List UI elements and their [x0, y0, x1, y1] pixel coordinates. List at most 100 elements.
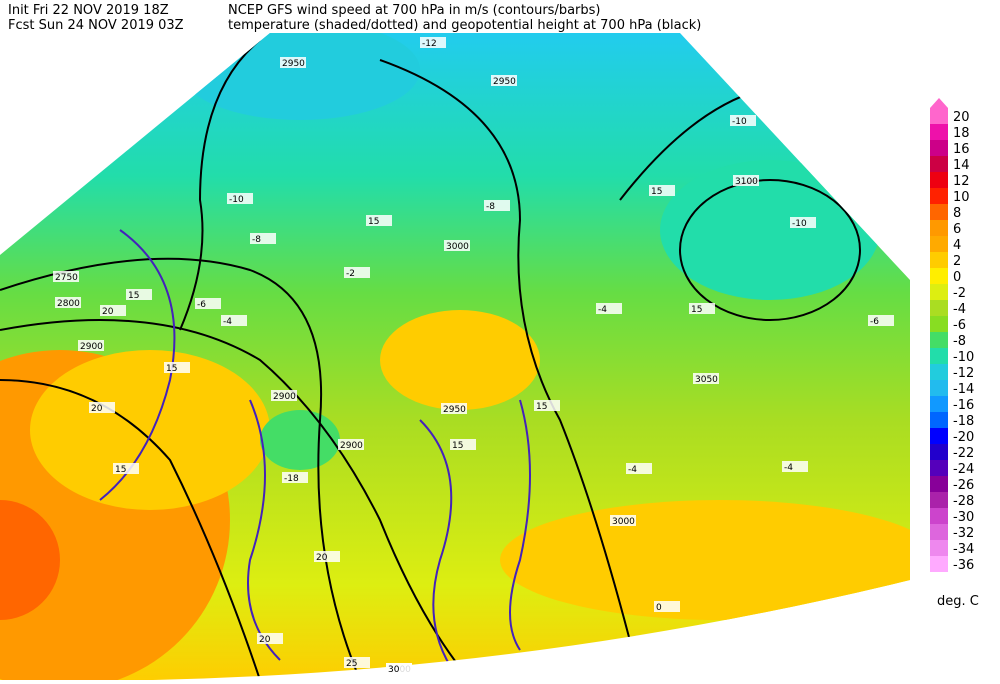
label-box	[626, 463, 652, 474]
label-box	[441, 403, 467, 414]
colorbar-label: 16	[953, 142, 970, 157]
label-box	[693, 373, 719, 384]
contour-label: 15	[536, 402, 547, 412]
contour-label: 20	[316, 553, 328, 563]
contour-label: 20	[91, 404, 103, 414]
contour-label: -10	[229, 195, 244, 205]
colorbar-swatch	[930, 508, 948, 524]
label-box	[221, 315, 247, 326]
colorbar: 20181614121086420-2-4-6-8-10-12-14-16-18…	[930, 108, 974, 573]
colorbar-label: 2	[953, 254, 961, 269]
label-box	[450, 439, 476, 450]
colorbar-swatch	[930, 124, 948, 140]
label-box	[733, 175, 759, 186]
colorbar-label: 6	[953, 222, 961, 237]
label-box	[386, 663, 412, 674]
colorbar-label: 18	[953, 126, 970, 141]
contour-label: 2950	[443, 405, 466, 415]
colorbar-label: -36	[953, 558, 974, 573]
contour-label: -12	[422, 39, 437, 49]
colorbar-label: -12	[953, 366, 974, 381]
label-box	[344, 267, 370, 278]
contour-label: 15	[368, 217, 379, 227]
label-box	[113, 463, 139, 474]
contour-label: -4	[223, 317, 232, 327]
colorbar-swatch	[930, 252, 948, 268]
contour-label: -2	[346, 269, 355, 279]
colorbar-swatch	[930, 556, 948, 572]
contour-label: -8	[252, 235, 261, 245]
label-box	[227, 193, 253, 204]
colorbar-label: 10	[953, 190, 970, 205]
colorbar-label: 8	[953, 206, 961, 221]
colorbar-label: -34	[953, 542, 974, 557]
label-box	[790, 217, 816, 228]
colorbar-label: -6	[953, 318, 966, 333]
colorbar-swatch	[930, 316, 948, 332]
label-box	[271, 390, 297, 401]
colorbar-label: -16	[953, 398, 974, 413]
colorbar-label: 12	[953, 174, 970, 189]
title-line: temperature (shaded/dotted) and geopoten…	[228, 18, 701, 33]
forecast-time: Fcst Sun 24 NOV 2019 03Z	[8, 18, 184, 33]
colorbar-swatch	[930, 380, 948, 396]
colorbar-swatch	[930, 540, 948, 556]
colorbar-swatch	[930, 156, 948, 172]
map	[0, 33, 910, 681]
colorbar-swatch	[930, 108, 948, 124]
colorbar-swatch	[930, 140, 948, 156]
colorbar-label: -30	[953, 510, 974, 525]
contour-label: -10	[792, 219, 807, 229]
colorbar-label: -22	[953, 446, 974, 461]
colorbar-swatch	[930, 396, 948, 412]
label-box	[89, 402, 115, 413]
contour-label: 30	[388, 665, 400, 675]
label-box	[257, 633, 283, 644]
label-box	[610, 515, 636, 526]
label-box	[420, 37, 446, 48]
contour-label: 15	[166, 364, 177, 374]
colorbar-swatch	[930, 476, 948, 492]
contour-label: 15	[452, 441, 463, 451]
colorbar-label: -14	[953, 382, 974, 397]
colorbar-label: -20	[953, 430, 974, 445]
label-box	[314, 551, 340, 562]
contour-label: 2900	[340, 441, 363, 451]
label-box	[596, 303, 622, 314]
label-box	[280, 57, 306, 68]
contour-label: 15	[651, 187, 662, 197]
contour-label: 3000	[446, 242, 469, 252]
label-box	[484, 200, 510, 211]
colorbar-label: -4	[953, 302, 966, 317]
contour-label: -18	[284, 474, 299, 484]
contour-labels: 2950 2950 3100 2750 2800 2900 3000 2900 2900 2950…	[53, 37, 894, 675]
colorbar-swatch	[930, 188, 948, 204]
label-box	[78, 340, 104, 351]
label-box	[195, 298, 221, 309]
label-box	[164, 362, 190, 373]
contour-label: -4	[598, 305, 607, 315]
init-time: Init Fri 22 NOV 2019 18Z	[8, 3, 169, 18]
colorbar-swatch	[930, 460, 948, 476]
colorbar-swatch	[930, 364, 948, 380]
colorbar-label: 0	[953, 270, 961, 285]
contour-label: 2950	[493, 77, 516, 87]
colorbar-swatch	[930, 204, 948, 220]
contour-label: 25	[346, 659, 357, 669]
label-box	[344, 657, 370, 668]
label-box	[100, 305, 126, 316]
colorbar-swatch	[930, 348, 948, 364]
colorbar-label: 4	[953, 238, 961, 253]
contour-label: -6	[870, 317, 879, 327]
colorbar-swatch	[930, 268, 948, 284]
contour-label: -6	[197, 300, 206, 310]
contour-label: 0	[656, 603, 662, 613]
colorbar-swatch	[930, 332, 948, 348]
colorbar-swatch	[930, 428, 948, 444]
colorbar-label: 20	[953, 110, 970, 125]
label-box	[282, 472, 308, 483]
colorbar-label: -18	[953, 414, 974, 429]
contour-label: -4	[784, 463, 793, 473]
colorbar-label: -8	[953, 334, 966, 349]
colorbar-swatch	[930, 300, 948, 316]
